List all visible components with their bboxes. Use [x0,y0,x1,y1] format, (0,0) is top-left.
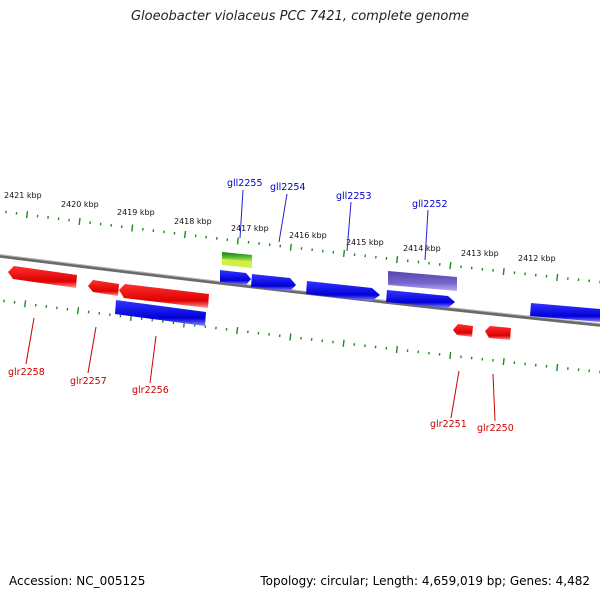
gene-label-glr2258: glr2258 [8,367,45,378]
gene-right-edge[interactable] [530,303,600,322]
scale-label-2418: 2418 kbp [174,217,212,226]
upper-ruler-tick [78,217,81,225]
upper-ruler-tick [289,243,292,251]
gene-label-gll2253: gll2253 [336,191,372,202]
lower-ruler-tick [76,307,80,315]
gene-glr2256-red[interactable] [119,284,209,308]
upper-scale-ruler [5,210,600,284]
scale-label-2417: 2417 kbp [231,224,269,233]
upper-ruler-tick [183,230,187,239]
bottom-gene-labels: glr2258 glr2257 glr2256 glr2251 glr2250 [8,317,514,434]
gene-gll2254[interactable] [251,274,296,291]
gene-label-gll2254: gll2254 [270,182,306,193]
upper-ruler-tick [502,268,505,276]
lower-ruler-tick [502,358,505,366]
scale-label-2416: 2416 kbp [289,231,327,240]
gene-glr2250[interactable] [485,326,511,340]
top-gene-labels: gll2255 gll2254 gll2253 gll2252 [227,178,448,261]
gene-gll2255-highlight[interactable] [222,252,252,268]
upper-ruler-tick [556,273,559,281]
lower-ruler-tick [24,300,27,308]
gene-gll2253[interactable] [306,281,380,301]
gene-label-glr2250: glr2250 [477,423,514,434]
gene-label-gll2255: gll2255 [227,178,263,189]
lower-ruler-tick [289,333,292,341]
lower-ruler-tick [449,352,452,360]
scale-label-2412: 2412 kbp [518,254,556,263]
gene-label-gll2252: gll2252 [412,199,448,210]
genome-summary-text: Topology: circular; Length: 4,659,019 bp… [260,574,590,588]
upper-ruler-tick [131,224,134,232]
genome-title: Gloeobacter violaceus PCC 7421, complete… [130,9,470,24]
gene-glr2258[interactable] [8,266,77,288]
lower-ruler-tick [395,345,398,354]
lower-ruler-tick [342,339,345,347]
upper-ruler-tick [236,237,239,245]
gene-glr2257[interactable] [88,280,119,296]
scale-label-2420: 2420 kbp [61,200,99,209]
gene-label-glr2251: glr2251 [430,419,467,430]
scale-label-2414: 2414 kbp [403,244,441,253]
upper-ruler-tick [342,249,346,257]
upper-ruler-tick [449,262,452,270]
upper-ruler-tick [396,256,399,264]
lower-ruler-tick [236,327,239,335]
scale-labels: 2421 kbp 2420 kbp 2419 kbp 2418 kbp 2417… [4,191,556,263]
upper-ruler-tick [25,211,29,219]
accession-text: Accession: NC_005125 [9,574,146,588]
gene-glr2256[interactable] [115,300,206,326]
scale-label-2415: 2415 kbp [346,238,384,247]
gene-gll2252-highlight[interactable] [388,271,457,291]
gene-label-glr2256: glr2256 [132,385,169,396]
gene-glr2251[interactable] [453,324,473,337]
scale-label-2419: 2419 kbp [117,208,155,217]
gene-gll2255[interactable] [220,270,251,285]
scale-label-2413: 2413 kbp [461,249,499,258]
genome-backbone [0,254,600,327]
gene-label-glr2257: glr2257 [70,376,107,387]
gene-gll2252[interactable] [386,290,455,308]
lower-ruler-tick [556,363,559,371]
scale-label-2421: 2421 kbp [4,191,42,200]
lower-scale-ruler [3,299,600,374]
